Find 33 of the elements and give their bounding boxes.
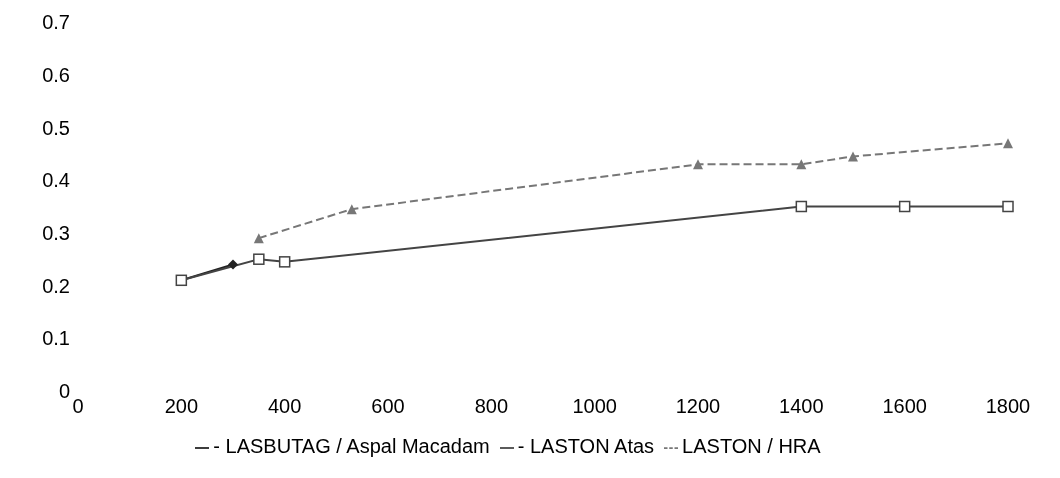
x-tick-label: 200 [164, 395, 199, 418]
x-tick-label: 1000 [572, 395, 617, 418]
y-tick-label: 0.6 [42, 63, 70, 86]
x-tick-label: 1200 [675, 395, 721, 418]
x-tick-label: 0 [72, 395, 84, 418]
x-tick-label: 400 [267, 395, 302, 418]
legend-label: LASTON / HRA [682, 435, 821, 457]
point [228, 259, 238, 270]
y-tick-label: 0.7 [42, 11, 70, 34]
point [346, 204, 357, 215]
y-tick-label: 0.2 [42, 274, 70, 297]
y-tick-label: 0.1 [42, 327, 70, 350]
point [253, 233, 264, 244]
x-tick-label: 1800 [985, 395, 1031, 418]
x-tick-label: 1600 [882, 395, 927, 418]
x-tick-label: 1400 [779, 395, 824, 418]
legend-label: - LASBUTAG / Aspal Macadam [213, 435, 490, 457]
y-tick-label: 0.4 [42, 169, 70, 192]
y-tick-label: 0.3 [42, 221, 70, 244]
x-tick-label: 600 [371, 395, 405, 418]
point [795, 200, 808, 213]
point [848, 151, 858, 162]
point [278, 256, 291, 268]
point [693, 159, 703, 170]
point [1002, 200, 1014, 213]
point [898, 200, 911, 213]
y-tick-label: 0 [58, 380, 70, 403]
legend-label: - LASTON Atas [517, 435, 655, 457]
y-tick-label: 0.5 [42, 116, 70, 139]
point [253, 253, 265, 265]
x-tick-label: 800 [474, 395, 509, 418]
point [796, 159, 807, 170]
point [1003, 138, 1013, 149]
